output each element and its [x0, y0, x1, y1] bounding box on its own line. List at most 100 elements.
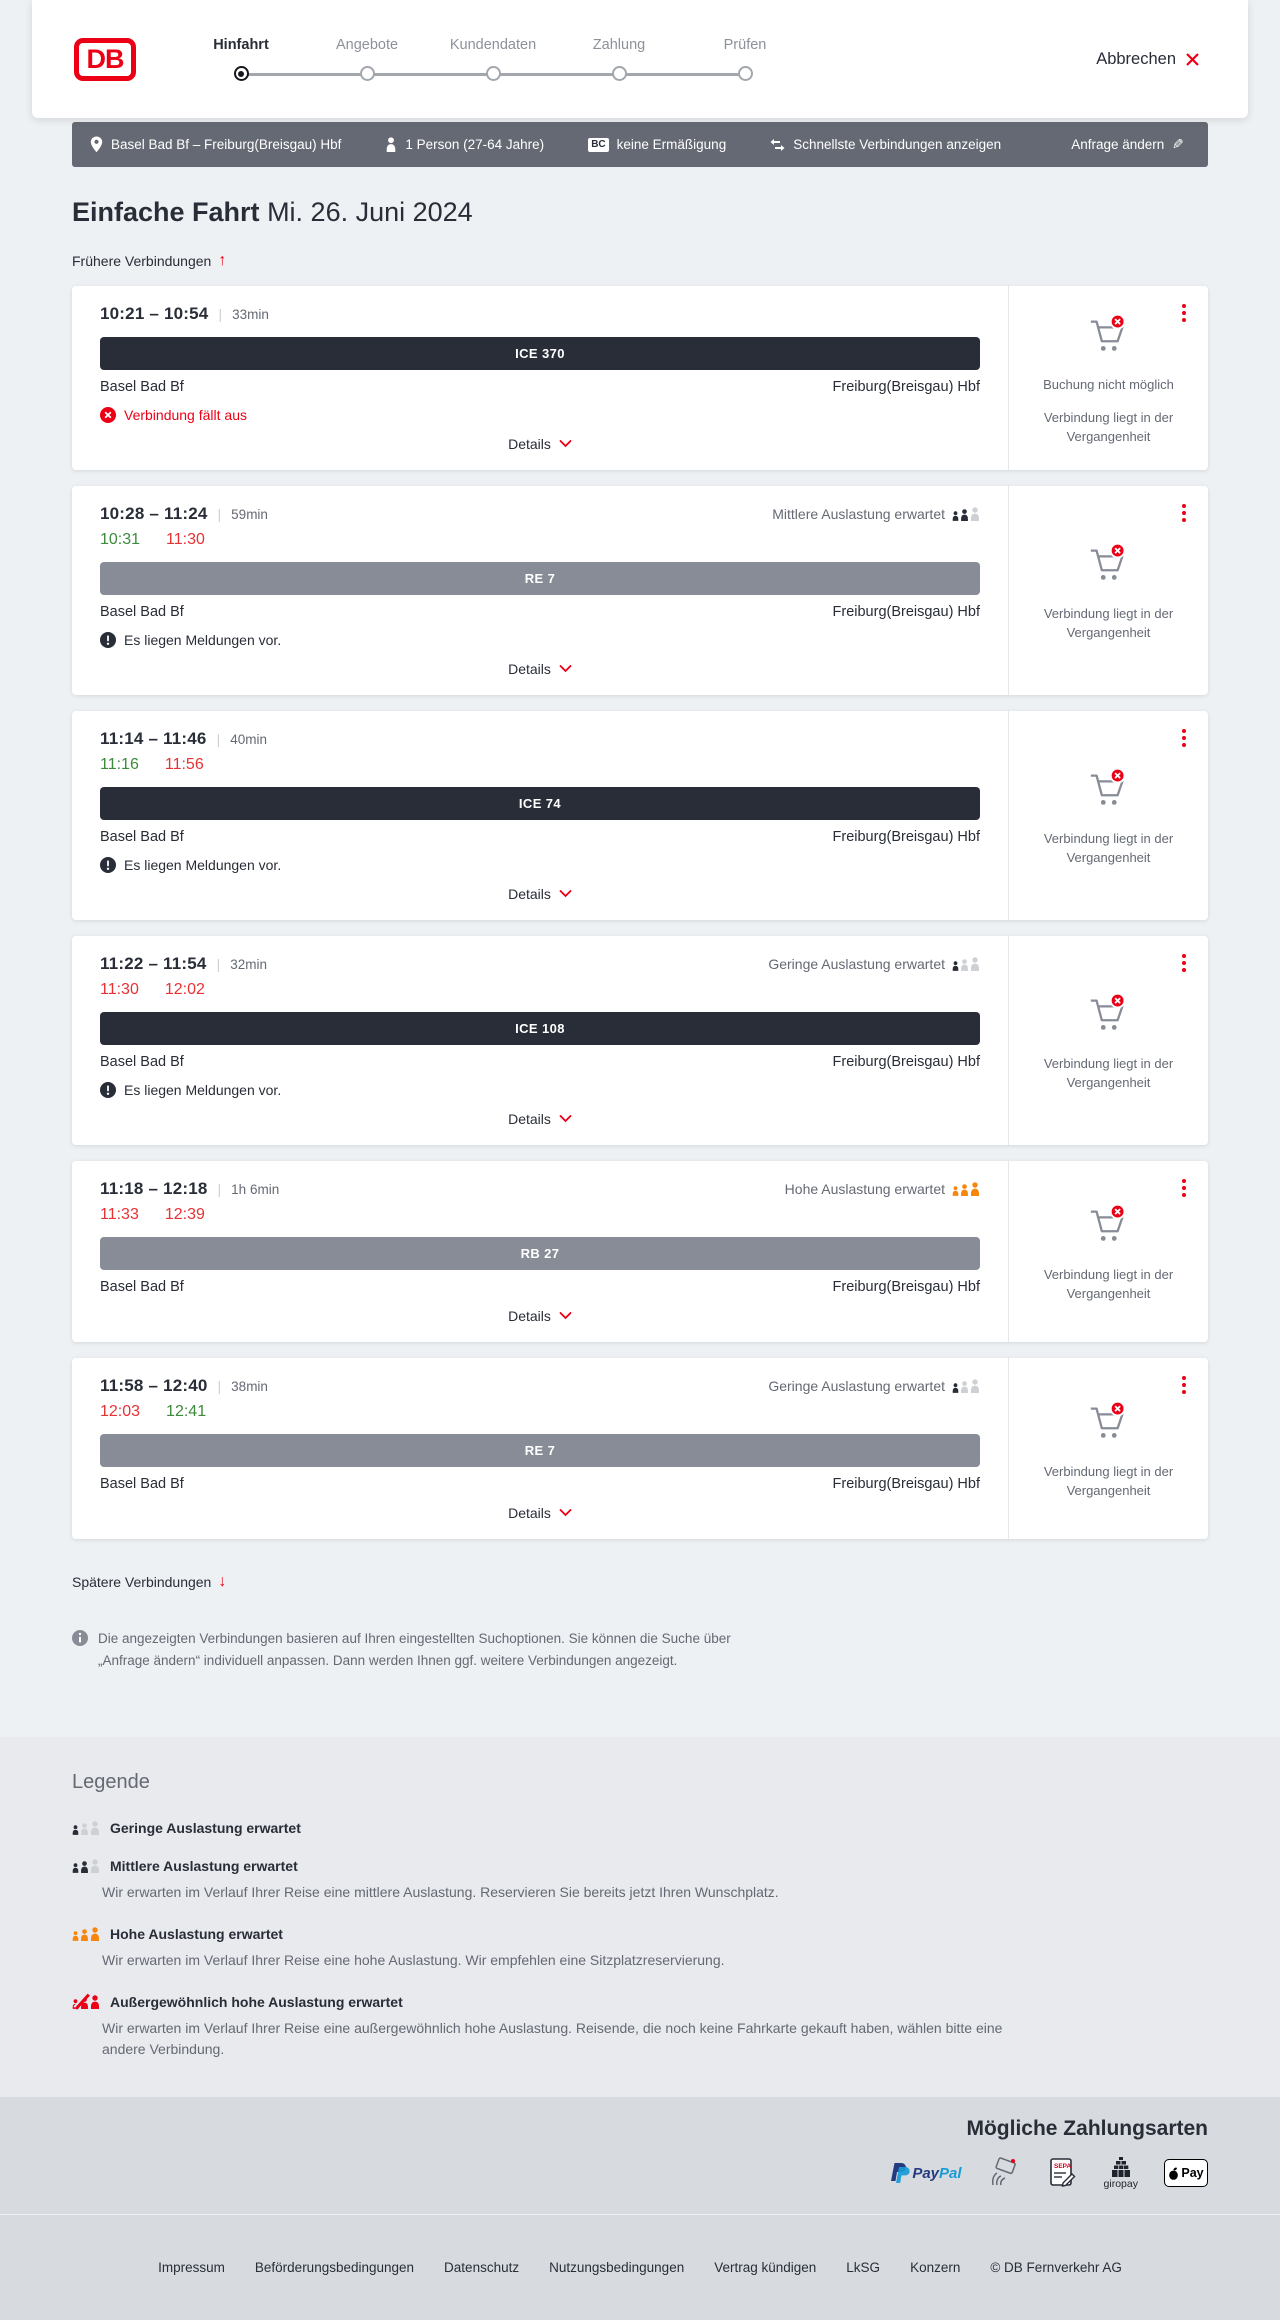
details-button[interactable]: Details [502, 660, 578, 678]
realtime-depart: 11:30 [100, 981, 139, 998]
connection-header: 10:28 – 11:24 | 59min Mittlere Auslastun… [100, 504, 980, 524]
step-label: Kundendaten [449, 37, 537, 53]
more-options-button[interactable] [1178, 300, 1190, 326]
cancel-button[interactable]: Abbrechen [1090, 49, 1206, 70]
edit-search-button[interactable]: Anfrage ändern ✎ [1065, 135, 1190, 154]
apple-pay-label: Pay [1181, 2166, 1204, 2181]
connection-summary: 11:58 – 12:40 | 38min Geringe Auslastung… [72, 1358, 1008, 1539]
origin-station: Basel Bad Bf [100, 829, 184, 845]
connection-card: 11:58 – 12:40 | 38min Geringe Auslastung… [72, 1358, 1208, 1539]
connection-message: Es liegen Meldungen vor. [100, 857, 980, 873]
more-options-button[interactable] [1178, 1175, 1190, 1201]
destination-station: Freiburg(Breisgau) Hbf [832, 1476, 980, 1492]
step-circle-icon [485, 66, 501, 81]
details-button[interactable]: Details [502, 435, 578, 453]
payment-methods: PayPal SEPA [72, 2156, 1208, 2190]
step-circle-icon [233, 66, 249, 81]
connection-summary: 11:18 – 12:18 | 1h 6min Hohe Auslastung … [72, 1161, 1008, 1342]
checkout-stepper: Hinfahrt Angebote Kundendaten Zahlung Pr… [178, 37, 808, 81]
destination-station: Freiburg(Breisgau) Hbf [832, 1054, 980, 1070]
trip-date: Mi. 26. Juni 2024 [267, 197, 473, 227]
footer-link-nutzungsbedingungen[interactable]: Nutzungsbedingungen [549, 2259, 685, 2275]
train-line-bar: RE 7 [100, 562, 980, 595]
footer-link-konzern[interactable]: Konzern [910, 2259, 961, 2275]
details-label: Details [508, 886, 551, 902]
side-note: Verbindung liegt in der Vergangenheit [1043, 1056, 1174, 1090]
step-prüfen[interactable]: Prüfen [682, 37, 808, 81]
person-icon [387, 137, 396, 152]
apple-pay-icon: Pay [1164, 2159, 1208, 2188]
trip-type: Einfache Fahrt [72, 197, 260, 227]
connection-message: Es liegen Meldungen vor. [100, 632, 980, 648]
later-connections-button[interactable]: Spätere Verbindungen ↓ [72, 1573, 226, 1591]
search-options-note: Die angezeigten Verbindungen basieren au… [72, 1628, 732, 1671]
step-angebote[interactable]: Angebote [304, 37, 430, 81]
legend-section: Legende Geringe Auslastung erwartet Mitt… [0, 1737, 1280, 2097]
separator: | [217, 506, 222, 522]
occupancy-label: Geringe Auslastung erwartet [768, 1378, 945, 1394]
occupancy: Geringe Auslastung erwartet [768, 956, 980, 972]
train-label: RE 7 [524, 1443, 556, 1458]
notice-icon [100, 632, 116, 648]
legend-item: Hohe Auslastung erwartet [72, 1926, 1208, 1942]
chevron-down-icon [559, 1509, 572, 1517]
footer-links: Impressum Beförderungsbedingungen Datensch… [158, 2260, 960, 2275]
connection-options-panel: Verbindung liegt in der Vergangenheit [1008, 1161, 1208, 1342]
discount-text: keine Ermäßigung [616, 137, 727, 152]
more-options-button[interactable] [1178, 500, 1190, 526]
details-button[interactable]: Details [502, 1110, 578, 1128]
origin-station: Basel Bad Bf [100, 604, 184, 620]
legend-item-label: Geringe Auslastung erwartet [110, 1820, 301, 1837]
cart-unavailable-icon [1090, 767, 1125, 805]
connection-header: 11:14 – 11:46 | 40min [100, 729, 980, 749]
connection-list: 10:21 – 10:54 | 33min ICE 370 Basel Bad … [72, 286, 1208, 1539]
footer-link-impressum[interactable]: Impressum [158, 2259, 225, 2275]
booking-unavailable [1086, 542, 1132, 591]
train-line-bar: ICE 108 [100, 1012, 980, 1045]
more-options-button[interactable] [1178, 725, 1190, 751]
swap-arrows-icon [770, 138, 785, 151]
footer-link-lksg[interactable]: LkSG [846, 2259, 881, 2275]
legend-item-description: Wir erwarten im Verlauf Ihrer Reise eine… [102, 1951, 725, 1968]
side-note: Verbindung liegt in der Vergangenheit [1043, 831, 1174, 865]
sepa-lastschrift-icon: SEPA [1046, 2157, 1078, 2189]
footer-link-bef-rderungsbedingungen[interactable]: Beförderungsbedingungen [254, 2259, 415, 2275]
footer-link-datenschutz[interactable]: Datenschutz [444, 2259, 520, 2275]
more-options-button[interactable] [1178, 1372, 1190, 1398]
passenger-text: 1 Person (27-64 Jahre) [405, 137, 545, 152]
cart-unavailable-icon [1090, 1400, 1125, 1438]
legend-item-label: Mittlere Auslastung erwartet [110, 1858, 298, 1875]
booking-unavailable [1086, 1203, 1132, 1252]
sort-text: Schnellste Verbindungen anzeigen [793, 137, 1002, 152]
step-hinfahrt[interactable]: Hinfahrt [178, 37, 304, 81]
notice-icon [100, 1082, 116, 1098]
passenger-summary: 1 Person (27-64 Jahre) [385, 137, 544, 152]
results-section: Einfache Fahrt Mi. 26. Juni 2024 Frühere… [0, 167, 1280, 1737]
details-button[interactable]: Details [502, 1307, 578, 1325]
step-label: Zahlung [592, 37, 646, 53]
details-button[interactable]: Details [502, 885, 578, 903]
scheduled-times: 10:21 – 10:54 [100, 304, 209, 323]
paypal-label-1: Pay [912, 2164, 940, 2182]
arrow-up-icon: ↑ [218, 252, 227, 269]
chevron-down-icon [559, 890, 572, 898]
more-options-button[interactable] [1178, 950, 1190, 976]
scheduled-times: 11:18 – 12:18 [100, 1179, 208, 1198]
realtime-times: 12:03 12:41 [100, 1403, 980, 1421]
connection-message: Verbindung fällt aus [100, 407, 980, 423]
cancel-label: Abbrechen [1096, 49, 1176, 68]
occupancy-level-4-icon [72, 1993, 100, 2009]
earlier-connections-button[interactable]: Frühere Verbindungen ↑ [72, 252, 226, 270]
details-label: Details [508, 1308, 551, 1324]
payments-title: Mögliche Zahlungsarten [966, 2116, 1208, 2140]
step-kundendaten[interactable]: Kundendaten [430, 37, 556, 81]
step-zahlung[interactable]: Zahlung [556, 37, 682, 81]
legend-item-label: Hohe Auslastung erwartet [110, 1925, 283, 1942]
details-button[interactable]: Details [502, 1504, 578, 1522]
footer-link-vertrag-k-ndigen[interactable]: Vertrag kündigen [714, 2259, 817, 2275]
connection-message-text: Es liegen Meldungen vor. [124, 632, 282, 648]
header: DB Hinfahrt Angebote Kundendaten Zahlung… [32, 0, 1248, 118]
connection-options-panel: Verbindung liegt in der Vergangenheit [1008, 711, 1208, 920]
route-text: Basel Bad Bf – Freiburg(Breisgau) Hbf [111, 137, 342, 152]
realtime-depart: 12:03 [100, 1403, 141, 1420]
